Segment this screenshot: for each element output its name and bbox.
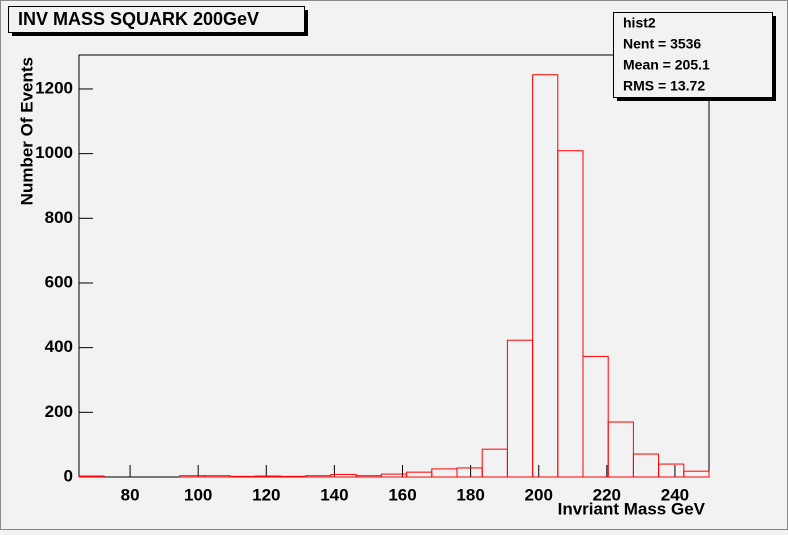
- y-axis-title: Number Of Events: [17, 57, 36, 205]
- title-box: [8, 6, 305, 33]
- x-axis-title: Invriant Mass GeV: [558, 499, 706, 518]
- x-tick-label: 80: [121, 485, 140, 504]
- stats-rms: RMS = 13.72: [623, 78, 705, 94]
- stats-box: [613, 12, 773, 98]
- y-tick-label: 0: [64, 466, 73, 485]
- y-tick-label: 400: [45, 337, 73, 356]
- y-tick-label: 800: [45, 208, 73, 227]
- stats-name: hist2: [623, 15, 656, 31]
- y-tick-label: 1000: [35, 143, 73, 162]
- y-tick-label: 200: [45, 402, 73, 421]
- x-tick-label: 160: [388, 485, 416, 504]
- x-tick-label: 120: [252, 485, 280, 504]
- bar: [280, 475, 307, 478]
- bar: [254, 475, 282, 478]
- chart-title: INV MASS SQUARK 200GeV: [18, 9, 259, 29]
- bar: [78, 475, 105, 478]
- plot-area: [78, 74, 710, 478]
- bar: [582, 355, 609, 478]
- bar: [229, 475, 256, 478]
- stats-entries: Nent = 3536: [623, 36, 701, 52]
- frame: [78, 54, 710, 478]
- x-tick-label: 220: [593, 485, 621, 504]
- y-tick-label: 1200: [35, 78, 73, 97]
- x-tick-label: 180: [456, 485, 484, 504]
- x-tick-label: 200: [525, 485, 553, 504]
- bar: [607, 421, 634, 478]
- x-tick-label: 140: [320, 485, 348, 504]
- y-tick-label: 600: [45, 272, 73, 291]
- bar: [683, 470, 710, 478]
- bar: [658, 463, 685, 478]
- bar: [557, 150, 584, 478]
- x-tick-label: 100: [184, 485, 212, 504]
- stats-mean: Mean = 205.1: [623, 57, 710, 73]
- x-tick-label: 240: [661, 485, 689, 504]
